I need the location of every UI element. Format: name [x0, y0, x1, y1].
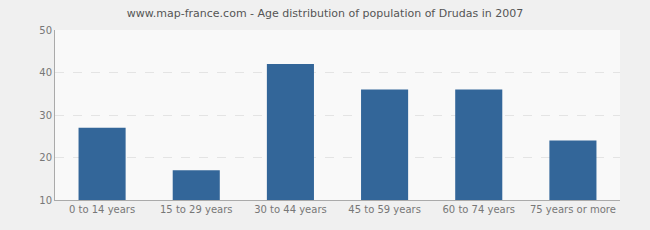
- svg-text:40: 40: [39, 67, 52, 78]
- svg-text:10: 10: [39, 195, 52, 206]
- svg-text:www.map-france.com - Age distr: www.map-france.com - Age distribution of…: [127, 7, 523, 20]
- svg-text:30 to 44 years: 30 to 44 years: [254, 204, 327, 215]
- svg-text:50: 50: [39, 25, 52, 36]
- svg-text:20: 20: [39, 152, 52, 163]
- svg-text:60 to 74 years: 60 to 74 years: [442, 204, 515, 215]
- svg-text:45 to 59 years: 45 to 59 years: [348, 204, 421, 215]
- svg-text:15 to 29 years: 15 to 29 years: [160, 204, 233, 215]
- svg-text:30: 30: [39, 110, 52, 121]
- svg-text:0 to 14 years: 0 to 14 years: [69, 204, 135, 215]
- svg-text:75 years or more: 75 years or more: [530, 204, 616, 215]
